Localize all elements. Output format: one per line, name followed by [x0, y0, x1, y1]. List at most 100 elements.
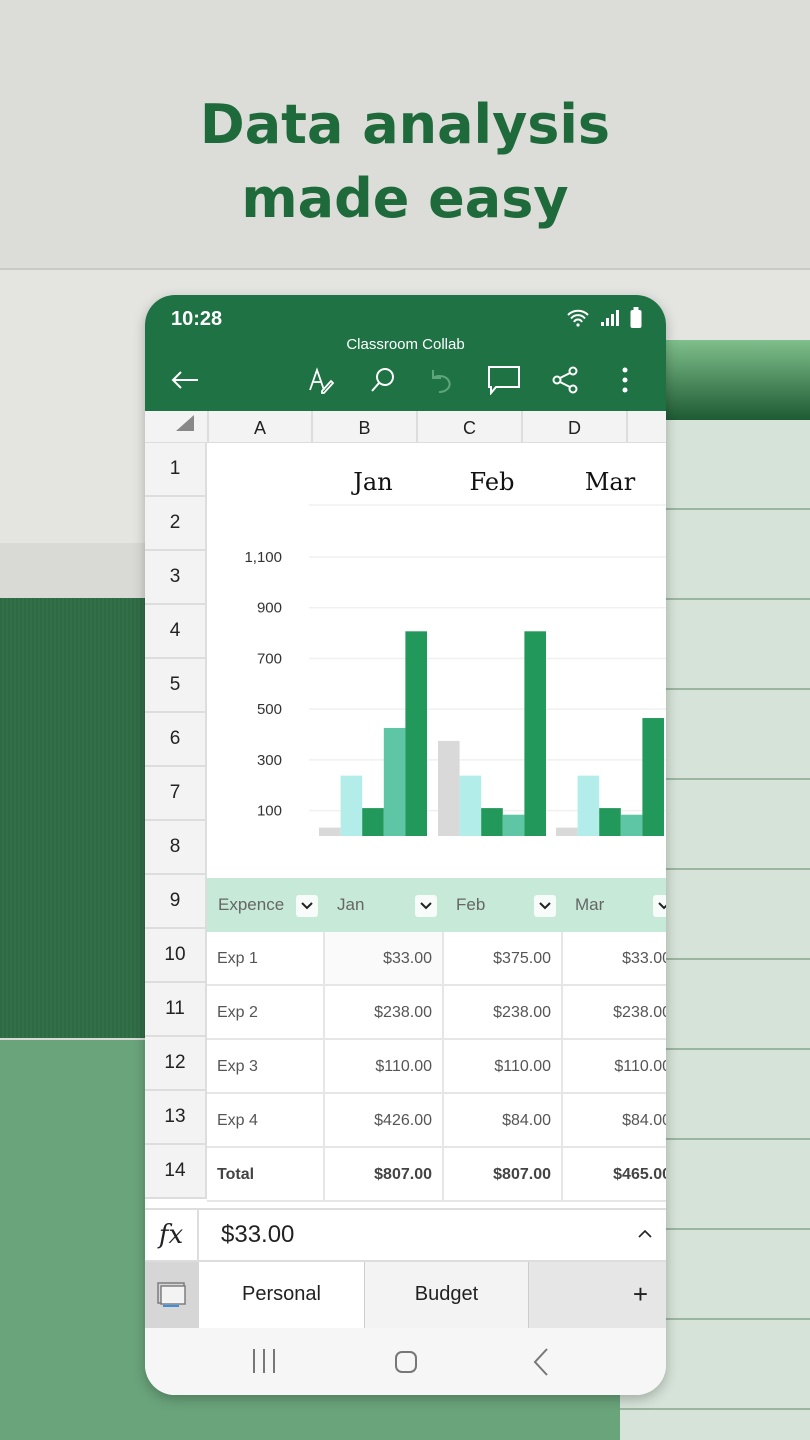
- table-cell[interactable]: $110.00: [325, 1040, 444, 1094]
- home-button[interactable]: [394, 1350, 418, 1379]
- bar-jan-1[interactable]: [319, 827, 341, 836]
- search-button[interactable]: [365, 365, 401, 395]
- column-header-d[interactable]: D: [521, 411, 626, 443]
- table-cell[interactable]: $110.00: [444, 1040, 563, 1094]
- header-jan: Jan: [337, 895, 365, 914]
- bar-jan-4[interactable]: [383, 727, 406, 836]
- table-cell[interactable]: $33.00: [563, 932, 666, 986]
- bar-chart[interactable]: 1,100 900 700 500 300 100 Jan Feb Mar: [207, 443, 666, 878]
- nav-back-button[interactable]: [533, 1348, 549, 1381]
- y-tick-label: 500: [257, 701, 282, 718]
- category-label: Mar: [585, 468, 636, 496]
- column-header-b[interactable]: B: [311, 411, 416, 443]
- table-cell[interactable]: $84.00: [444, 1094, 563, 1148]
- table-header-row: Expence Jan Feb Mar: [207, 878, 666, 932]
- bar-feb-1[interactable]: [438, 740, 460, 836]
- status-icons: [566, 307, 642, 329]
- comment-button[interactable]: [486, 365, 522, 395]
- bar-jan-3[interactable]: [362, 808, 384, 836]
- table-cell[interactable]: Exp 4: [207, 1094, 325, 1148]
- bar-feb-5[interactable]: [524, 631, 546, 836]
- table-cell[interactable]: $238.00: [563, 986, 666, 1040]
- header-expence: Expence: [218, 895, 285, 914]
- bar-mar-4[interactable]: [620, 814, 643, 836]
- row-header[interactable]: 1: [145, 443, 207, 497]
- headline-line-1: Data analysis: [199, 93, 611, 156]
- table-cell[interactable]: $33.00: [325, 932, 444, 986]
- table-cell[interactable]: $807.00: [444, 1148, 563, 1202]
- chevron-down-icon: [658, 902, 666, 910]
- sheets-overview-icon: [157, 1282, 186, 1307]
- undo-button[interactable]: [425, 365, 461, 395]
- sheets-overview-button[interactable]: [145, 1262, 199, 1328]
- row-header[interactable]: 11: [145, 983, 207, 1037]
- chevron-down-icon: [420, 902, 432, 910]
- filter-dropdown-expence[interactable]: [296, 895, 318, 917]
- table-cell[interactable]: Exp 3: [207, 1040, 325, 1094]
- row-header[interactable]: 8: [145, 821, 207, 875]
- bar-feb-3[interactable]: [481, 808, 503, 836]
- search-icon: [371, 368, 394, 392]
- row-header[interactable]: 6: [145, 713, 207, 767]
- row-header[interactable]: 14: [145, 1145, 207, 1199]
- function-icon[interactable]: fx: [145, 1210, 199, 1260]
- bar-jan-5[interactable]: [405, 631, 427, 836]
- share-button[interactable]: [547, 365, 583, 395]
- row-header[interactable]: 3: [145, 551, 207, 605]
- table-cell[interactable]: $465.00: [563, 1148, 666, 1202]
- row-header[interactable]: 7: [145, 767, 207, 821]
- table-cell[interactable]: $238.00: [444, 986, 563, 1040]
- row-header[interactable]: 13: [145, 1091, 207, 1145]
- chevron-down-icon: [539, 902, 551, 910]
- column-header-c[interactable]: C: [416, 411, 521, 443]
- filter-dropdown-jan[interactable]: [415, 895, 437, 917]
- draw-button[interactable]: [303, 365, 339, 395]
- table-cell[interactable]: $375.00: [444, 932, 563, 986]
- row-header[interactable]: 9: [145, 875, 207, 929]
- background-top: [0, 0, 810, 268]
- row-header[interactable]: 4: [145, 605, 207, 659]
- back-arrow-icon: [171, 371, 198, 389]
- bar-jan-2[interactable]: [340, 775, 363, 836]
- bar-mar-2[interactable]: [577, 775, 600, 836]
- column-header-a[interactable]: A: [207, 411, 311, 443]
- more-vertical-icon: [622, 367, 628, 393]
- signal-icon: [601, 310, 619, 326]
- more-button[interactable]: [607, 365, 643, 395]
- table-cell[interactable]: $84.00: [563, 1094, 666, 1148]
- comment-icon: [488, 366, 520, 395]
- table-cell[interactable]: Exp 2: [207, 986, 325, 1040]
- select-all-triangle-icon: [176, 415, 194, 431]
- table-cell[interactable]: $238.00: [325, 986, 444, 1040]
- background-fabric: [0, 598, 160, 1038]
- bar-feb-4[interactable]: [502, 814, 525, 836]
- select-all-button[interactable]: [145, 411, 207, 443]
- y-tick-label: 700: [257, 650, 282, 667]
- bar-mar-3[interactable]: [599, 808, 621, 836]
- table-cell[interactable]: $426.00: [325, 1094, 444, 1148]
- table-cell[interactable]: $110.00: [563, 1040, 666, 1094]
- filter-dropdown-feb[interactable]: [534, 895, 556, 917]
- formula-bar: fx $33.00: [145, 1208, 666, 1262]
- row-header[interactable]: 10: [145, 929, 207, 983]
- table-cell[interactable]: Exp 1: [207, 932, 325, 986]
- bar-mar-1[interactable]: [556, 827, 578, 836]
- formula-input[interactable]: $33.00: [221, 1221, 295, 1248]
- row-header[interactable]: 12: [145, 1037, 207, 1091]
- back-button[interactable]: [167, 365, 203, 395]
- status-time: 10:28: [171, 308, 223, 330]
- filter-dropdown-mar[interactable]: [653, 895, 666, 917]
- expand-formula-button[interactable]: [638, 1226, 652, 1244]
- column-header-e[interactable]: [626, 411, 666, 443]
- row-header[interactable]: 5: [145, 659, 207, 713]
- table-cell[interactable]: $807.00: [325, 1148, 444, 1202]
- bar-feb-2[interactable]: [459, 775, 482, 836]
- sheet-tab-budget[interactable]: Budget: [364, 1262, 529, 1328]
- category-label: Jan: [350, 468, 392, 496]
- table-cell[interactable]: Total: [207, 1148, 325, 1202]
- bar-mar-5[interactable]: [642, 718, 664, 836]
- add-sheet-button[interactable]: +: [632, 1279, 649, 1309]
- recent-apps-button[interactable]: [251, 1348, 277, 1379]
- row-header[interactable]: 2: [145, 497, 207, 551]
- sheet-tab-personal[interactable]: Personal: [199, 1262, 364, 1328]
